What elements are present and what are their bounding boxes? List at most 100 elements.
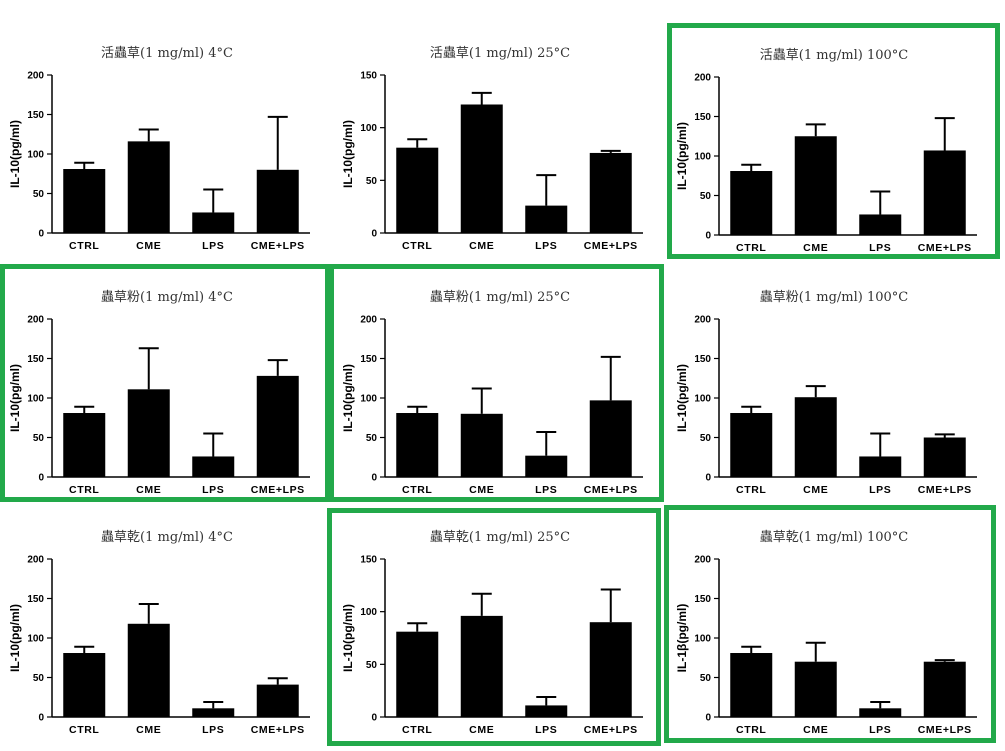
y-tick-label: 150: [360, 71, 377, 82]
bar-cme-plus-lps: [923, 150, 966, 235]
bar-lps: [859, 708, 902, 717]
chart-panel-5: 蟲草粉(1 mg/ml) 25°C IL-10(pg/ml) 0 50 100 150 20…: [333, 262, 666, 505]
bar-lps: [525, 705, 568, 717]
y-tick-label: 200: [27, 71, 44, 82]
y-tick-label: 150: [360, 354, 377, 365]
y-tick-label: 0: [705, 473, 711, 484]
y-axis-label: IL-10(pg/ml): [8, 120, 22, 188]
category-label: CME: [469, 724, 494, 736]
bar-ctrl: [396, 631, 439, 717]
chart-title: 蟲草粉(1 mg/ml) 4°C: [101, 290, 233, 305]
chart-svg: 蟲草粉(1 mg/ml) 4°C IL-10(pg/ml) 0 50 100 150 200…: [8, 290, 310, 496]
category-label: CME+LPS: [584, 724, 638, 736]
y-axis-label: IL-10(pg/ml): [675, 122, 689, 190]
category-label: LPS: [869, 242, 891, 254]
chart-title: 蟲草乾(1 mg/ml) 4°C: [101, 530, 233, 545]
y-tick-label: 0: [705, 713, 711, 724]
chart-svg: 蟲草乾(1 mg/ml) 100°C IL-1β(pg/ml) 0 50 100 150 2…: [675, 530, 977, 736]
category-label: CTRL: [402, 724, 432, 736]
y-tick-label: 50: [700, 673, 712, 684]
category-label: CME+LPS: [918, 724, 972, 736]
y-axis-label: IL-10(pg/ml): [8, 364, 22, 432]
bar-cme: [127, 141, 170, 233]
y-tick-label: 100: [27, 634, 44, 645]
bar-cme-plus-lps: [256, 169, 299, 233]
category-label: CME: [803, 724, 828, 736]
y-tick-label: 200: [360, 315, 377, 326]
bar-ctrl: [730, 653, 773, 717]
category-label: LPS: [869, 484, 891, 496]
chart-svg: 蟲草乾(1 mg/ml) 4°C IL-10(pg/ml) 0 50 100 150 200…: [8, 530, 310, 736]
y-tick-label: 0: [38, 473, 44, 484]
bar-lps: [525, 205, 568, 233]
bar-cme-plus-lps: [256, 375, 299, 477]
y-tick-label: 50: [33, 189, 45, 200]
category-label: LPS: [535, 724, 557, 736]
chart-panel-9: 蟲草乾(1 mg/ml) 100°C IL-1β(pg/ml) 0 50 100 150 2…: [667, 502, 1000, 745]
y-tick-label: 150: [694, 354, 711, 365]
bar-cme: [794, 661, 837, 717]
chart-title: 活蟲草(1 mg/ml) 4°C: [101, 46, 233, 61]
y-tick-label: 50: [366, 433, 378, 444]
bar-cme: [127, 623, 170, 717]
y-tick-label: 0: [371, 713, 377, 724]
bar-cme: [794, 397, 837, 477]
category-label: CTRL: [69, 484, 99, 496]
y-tick-label: 150: [27, 354, 44, 365]
chart-panel-1: 活蟲草(1 mg/ml) 4°C IL-10(pg/ml) 0 50 100 150 200…: [0, 18, 333, 261]
category-label: CTRL: [736, 242, 766, 254]
bar-cme-plus-lps: [589, 152, 632, 233]
chart-title: 蟲草乾(1 mg/ml) 25°C: [430, 530, 570, 545]
bar-lps: [192, 456, 235, 477]
chart-svg: 活蟲草(1 mg/ml) 25°C IL-10(pg/ml) 0 50 100 150 CT…: [341, 46, 643, 252]
category-label: CME+LPS: [251, 724, 305, 736]
category-label: CME+LPS: [584, 240, 638, 252]
chart-panel-2: 活蟲草(1 mg/ml) 25°C IL-10(pg/ml) 0 50 100 150 CT…: [333, 18, 666, 261]
y-tick-label: 100: [27, 394, 44, 405]
y-axis-label: IL-10(pg/ml): [341, 604, 355, 672]
y-tick-label: 50: [700, 433, 712, 444]
y-axis-label: IL-1β(pg/ml): [675, 604, 689, 673]
category-label: CME: [136, 240, 161, 252]
y-tick-label: 150: [694, 112, 711, 123]
bar-ctrl: [396, 147, 439, 233]
category-label: CTRL: [402, 484, 432, 496]
chart-panel-8: 蟲草乾(1 mg/ml) 25°C IL-10(pg/ml) 0 50 100 150 CT…: [333, 502, 666, 745]
y-tick-label: 50: [33, 433, 45, 444]
category-label: CTRL: [69, 724, 99, 736]
bar-cme-plus-lps: [589, 400, 632, 477]
bar-ctrl: [63, 169, 106, 233]
category-label: CTRL: [402, 240, 432, 252]
y-tick-label: 150: [360, 555, 377, 566]
chart-panel-6: 蟲草粉(1 mg/ml) 100°C IL-10(pg/ml) 0 50 100 150 2…: [667, 262, 1000, 505]
y-tick-label: 200: [27, 315, 44, 326]
chart-title: 活蟲草(1 mg/ml) 100°C: [760, 48, 909, 63]
chart-title: 活蟲草(1 mg/ml) 25°C: [430, 46, 570, 61]
category-label: LPS: [535, 240, 557, 252]
category-label: CTRL: [736, 484, 766, 496]
bar-ctrl: [63, 413, 106, 477]
bar-cme-plus-lps: [589, 622, 632, 717]
y-tick-label: 0: [705, 231, 711, 242]
category-label: LPS: [202, 484, 224, 496]
bar-cme: [460, 413, 503, 477]
category-label: CME: [469, 484, 494, 496]
chart-svg: 蟲草粉(1 mg/ml) 100°C IL-10(pg/ml) 0 50 100 150 2…: [675, 290, 977, 496]
y-tick-label: 100: [360, 607, 377, 618]
y-tick-label: 150: [27, 594, 44, 605]
category-label: CME: [136, 484, 161, 496]
chart-title: 蟲草粉(1 mg/ml) 25°C: [430, 290, 570, 305]
bar-lps: [525, 455, 568, 477]
chart-svg: 蟲草乾(1 mg/ml) 25°C IL-10(pg/ml) 0 50 100 150 CT…: [341, 530, 643, 736]
chart-panel-3: 活蟲草(1 mg/ml) 100°C IL-10(pg/ml) 0 50 100 150 2…: [667, 20, 1000, 263]
y-axis-label: IL-10(pg/ml): [341, 120, 355, 188]
category-label: CME: [469, 240, 494, 252]
category-label: LPS: [869, 724, 891, 736]
bar-lps: [192, 212, 235, 233]
y-tick-label: 50: [700, 191, 712, 202]
chart-svg: 活蟲草(1 mg/ml) 100°C IL-10(pg/ml) 0 50 100 150 2…: [675, 48, 977, 254]
category-label: LPS: [202, 724, 224, 736]
y-tick-label: 200: [694, 315, 711, 326]
bar-cme: [460, 615, 503, 717]
y-tick-label: 50: [366, 660, 378, 671]
